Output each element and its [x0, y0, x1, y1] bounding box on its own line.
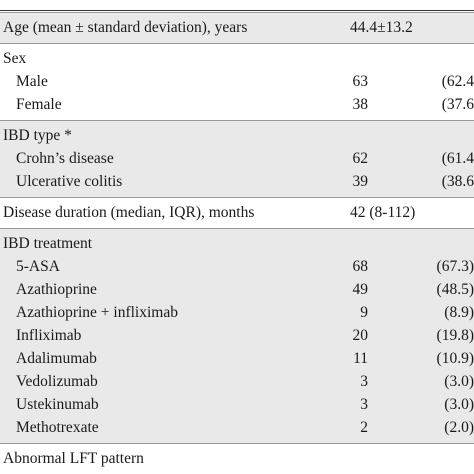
row-label: Methotrexate: [16, 418, 99, 436]
row-percent: (48.5): [436, 280, 474, 298]
section-label: Age (mean ± standard deviation), years: [3, 18, 248, 36]
row-count: 3: [360, 372, 368, 390]
row-label: Ulcerative colitis: [16, 172, 123, 190]
row-percent: (43.5: [442, 472, 474, 474]
row-label: Female: [16, 95, 62, 113]
row-label: Male: [16, 72, 48, 90]
section-label: IBD treatment: [3, 234, 93, 252]
row-count: 62: [352, 149, 369, 167]
row-label: 5-ASA: [16, 257, 60, 275]
section-band: [0, 443, 474, 474]
section-label: IBD type *: [3, 126, 72, 144]
row-percent: (62.4: [441, 72, 474, 90]
row-label: Infliximab: [16, 326, 82, 344]
top-rule: [0, 10, 474, 11]
section-band: [0, 228, 474, 443]
row-count: 38: [352, 95, 369, 113]
row-label: Adalimumab: [16, 349, 97, 367]
row-label: Azathioprine: [16, 280, 97, 298]
row-label: Hepatocellular: [16, 472, 107, 474]
row-percent: (3.0): [444, 395, 474, 413]
section-value: 44.4±13.2: [350, 18, 413, 36]
row-percent: (38.6: [441, 172, 474, 190]
section-label: Sex: [3, 49, 27, 67]
row-percent: (8.9): [444, 303, 474, 321]
row-count: 9: [360, 303, 368, 321]
section-band: [0, 197, 474, 228]
row-percent: (61.4: [441, 149, 474, 167]
row-label: Ustekinumab: [16, 395, 99, 413]
section-band: [0, 120, 474, 197]
row-count: 68: [352, 257, 369, 275]
row-count: 49: [352, 280, 369, 298]
row-label: Azathioprine + infliximab: [16, 303, 178, 321]
row-count: 2: [360, 418, 368, 436]
row-count: 39: [352, 172, 369, 190]
row-count: 20: [352, 326, 369, 344]
row-count: 63: [352, 72, 369, 90]
row-percent: (10.9): [436, 349, 474, 367]
row-percent: (37.6: [441, 95, 474, 113]
section-label: Abnormal LFT pattern: [3, 449, 144, 467]
row-percent: (3.0): [444, 372, 474, 390]
row-count: 40: [353, 472, 369, 474]
row-label: Crohn’s disease: [16, 149, 114, 167]
row-count: 3: [360, 395, 368, 413]
section-label: Disease duration (median, IQR), months: [3, 203, 255, 221]
row-count: 11: [353, 349, 368, 367]
section-band: [0, 43, 474, 120]
row-percent: (19.8): [436, 326, 474, 344]
row-percent: (2.0): [444, 418, 474, 436]
row-percent: (67.3): [436, 257, 474, 275]
row-label: Vedolizumab: [16, 372, 98, 390]
section-value: 42 (8-112): [350, 203, 416, 221]
section-band: [0, 12, 474, 43]
